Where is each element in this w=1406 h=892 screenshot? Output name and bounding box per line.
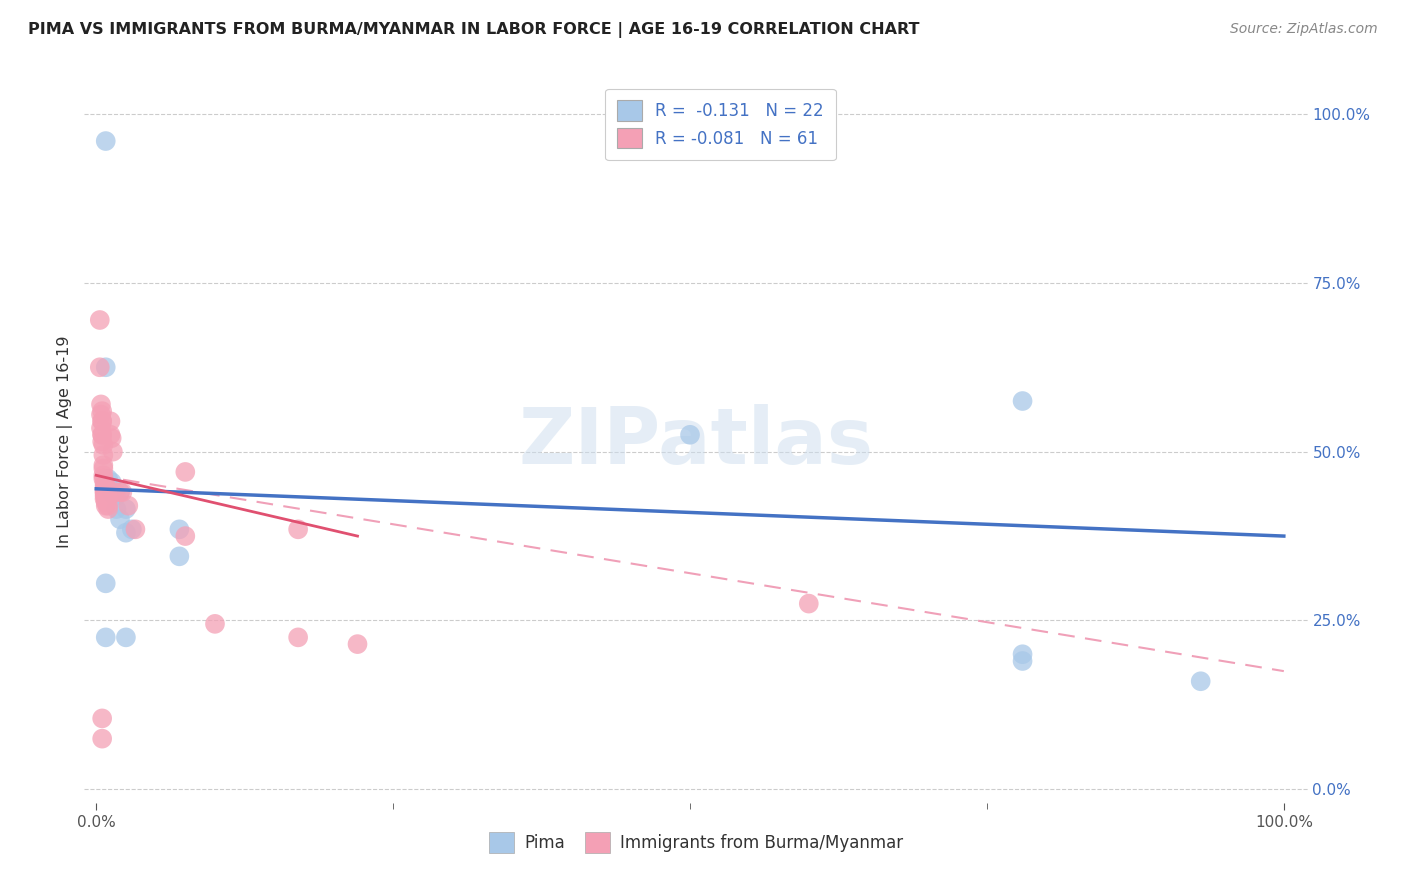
Point xyxy=(105,502,128,516)
Point xyxy=(1011,394,1033,409)
Point xyxy=(103,489,125,503)
Point xyxy=(105,489,128,503)
Point xyxy=(93,458,115,472)
Point xyxy=(93,468,115,483)
Point xyxy=(101,444,124,458)
Point xyxy=(93,485,115,500)
Point xyxy=(94,499,117,513)
Y-axis label: In Labor Force | Age 16-19: In Labor Force | Age 16-19 xyxy=(58,335,73,548)
Point xyxy=(91,731,114,746)
Point xyxy=(96,485,118,500)
Point xyxy=(94,360,117,375)
Text: Source: ZipAtlas.com: Source: ZipAtlas.com xyxy=(1230,22,1378,37)
Text: PIMA VS IMMIGRANTS FROM BURMA/MYANMAR IN LABOR FORCE | AGE 16-19 CORRELATION CHA: PIMA VS IMMIGRANTS FROM BURMA/MYANMAR IN… xyxy=(28,22,920,38)
Point xyxy=(90,408,112,422)
Point xyxy=(115,525,138,540)
Point xyxy=(93,448,115,462)
Point xyxy=(89,360,111,375)
Point xyxy=(100,414,122,428)
Point xyxy=(90,421,112,435)
Point xyxy=(115,502,138,516)
Point xyxy=(287,631,309,645)
Point xyxy=(93,485,115,500)
Point xyxy=(115,631,138,645)
Point xyxy=(124,522,146,536)
Point xyxy=(108,485,131,500)
Point xyxy=(93,478,115,492)
Point xyxy=(97,491,120,506)
Point xyxy=(91,414,114,428)
Point xyxy=(108,485,131,500)
Point xyxy=(93,438,115,452)
Point xyxy=(91,434,114,449)
Point xyxy=(174,529,197,543)
Point xyxy=(93,489,115,503)
Point xyxy=(174,465,197,479)
Point xyxy=(91,414,114,428)
Point xyxy=(94,478,117,492)
Point xyxy=(91,427,114,442)
Point xyxy=(111,485,134,500)
Text: ZIPatlas: ZIPatlas xyxy=(519,403,873,480)
Point xyxy=(679,427,702,442)
Point xyxy=(204,616,226,631)
Point xyxy=(93,482,115,496)
Point xyxy=(100,475,122,489)
Point xyxy=(89,313,111,327)
Point xyxy=(94,134,117,148)
Point xyxy=(169,549,191,564)
Point xyxy=(108,512,131,526)
Point xyxy=(287,522,309,536)
Point xyxy=(94,576,117,591)
Point xyxy=(97,472,120,486)
Point xyxy=(346,637,368,651)
Point xyxy=(96,485,118,500)
Point xyxy=(104,485,127,500)
Point xyxy=(1189,674,1212,689)
Point xyxy=(121,522,143,536)
Point xyxy=(1011,647,1033,661)
Point xyxy=(93,461,115,475)
Point xyxy=(117,499,139,513)
Point xyxy=(797,597,820,611)
Point xyxy=(91,404,114,418)
Point xyxy=(94,631,117,645)
Point xyxy=(90,397,112,411)
Point xyxy=(91,427,114,442)
Point xyxy=(94,495,117,509)
Point xyxy=(1011,654,1033,668)
Point xyxy=(93,472,115,486)
Point xyxy=(100,485,122,500)
Legend: Pima, Immigrants from Burma/Myanmar: Pima, Immigrants from Burma/Myanmar xyxy=(482,826,910,860)
Point xyxy=(96,489,118,503)
Point xyxy=(100,427,122,442)
Point xyxy=(97,499,120,513)
Point xyxy=(169,522,191,536)
Point xyxy=(100,431,122,445)
Point xyxy=(93,491,115,506)
Point xyxy=(91,711,114,725)
Point xyxy=(94,491,117,506)
Point xyxy=(97,502,120,516)
Point xyxy=(93,475,115,489)
